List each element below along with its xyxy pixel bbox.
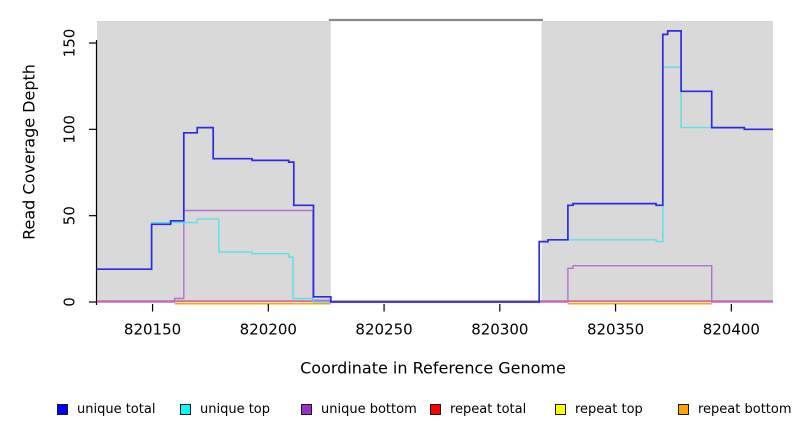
- masked-regions: [97, 21, 773, 302]
- legend-label: repeat bottom: [698, 401, 792, 417]
- legend-item-unique-total: unique total: [57, 399, 155, 419]
- y-axis-title: Read Coverage Depth: [20, 64, 39, 240]
- legend-swatch: [430, 403, 441, 415]
- series-line-unique-top: [97, 66, 773, 303]
- legend-label: repeat total: [450, 401, 527, 417]
- x-tick-label: 820250: [355, 321, 412, 339]
- x-tick-label: 820300: [471, 321, 528, 339]
- coverage-series: [97, 30, 773, 305]
- x-tick-label: 820400: [703, 321, 760, 339]
- legend: unique total unique top unique bottom repea…: [0, 399, 792, 423]
- legend-label: repeat top: [575, 401, 643, 417]
- y-tick-label: 50: [61, 206, 79, 225]
- y-tick-label: 100: [61, 115, 79, 144]
- legend-swatch: [555, 403, 566, 415]
- masked-region: [97, 21, 331, 302]
- x-tick-label: 820350: [587, 321, 644, 339]
- y-tick-label: 150: [61, 29, 79, 58]
- x-axis-title: Coordinate in Reference Genome: [300, 359, 566, 378]
- legend-swatch: [301, 403, 312, 415]
- y-tick-label: 0: [61, 297, 79, 307]
- legend-item-unique-top: unique top: [180, 399, 270, 419]
- legend-swatch: [57, 403, 68, 415]
- legend-label: unique bottom: [321, 401, 417, 417]
- legend-item-unique-bottom: unique bottom: [301, 399, 417, 419]
- legend-swatch: [678, 403, 689, 415]
- legend-label: unique top: [200, 401, 271, 417]
- legend-label: unique total: [77, 401, 156, 417]
- series-line-unique-total: [97, 30, 773, 303]
- x-tick-label: 820150: [124, 321, 181, 339]
- legend-item-repeat-top: repeat top: [555, 399, 643, 419]
- legend-item-repeat-bottom: repeat bottom: [678, 399, 792, 419]
- legend-item-repeat-total: repeat total: [430, 399, 526, 419]
- legend-swatch: [180, 403, 191, 415]
- masked-region: [541, 21, 773, 302]
- x-tick-label: 820200: [240, 321, 297, 339]
- axes: 0 50 100 150 820150 820200 820250 820300 820350 8…: [61, 29, 760, 339]
